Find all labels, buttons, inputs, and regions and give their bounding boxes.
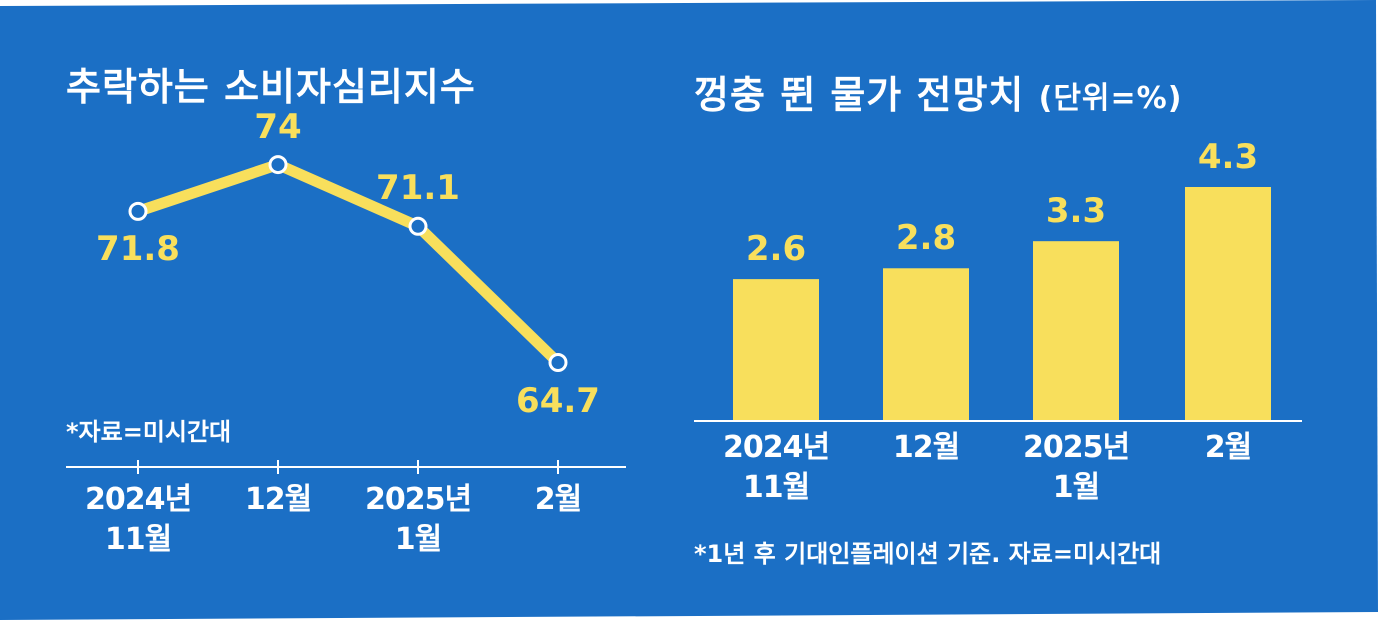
bar-x-label: 2월 xyxy=(1204,430,1252,465)
line-x-label: 12월 xyxy=(244,482,312,517)
bar-chart-unit: (단위=%) xyxy=(1038,81,1183,116)
line-point xyxy=(268,155,288,175)
bar-value-label: 2.8 xyxy=(895,218,957,259)
line-point xyxy=(548,353,568,373)
bar-value-label: 4.3 xyxy=(1197,137,1259,177)
line-value-label: 71.8 xyxy=(96,229,180,270)
bar-x-label: 2025년 1월 xyxy=(1022,430,1130,505)
bar-chart-source-note: *1년 후 기대인플레이션 기준. 자료=미시간대 xyxy=(694,540,1162,568)
bar-value-label: 3.3 xyxy=(1045,191,1107,232)
bar-value-label: 2.6 xyxy=(745,229,807,270)
line-value-label: 71.1 xyxy=(376,168,460,209)
bar-x-label: 12월 xyxy=(892,430,960,465)
line-value-label: 64.7 xyxy=(516,380,600,421)
bar-chart-title: 껑충 뛴 물가 전망치 xyxy=(694,73,1025,117)
bar-x-label: 2024년 11월 xyxy=(722,430,830,505)
bar xyxy=(1185,187,1271,420)
line-value-label: 74 xyxy=(254,106,302,147)
line-series xyxy=(132,159,564,369)
line-chart-source-note: *자료=미시간대 xyxy=(66,418,232,446)
line-x-label: 2025년 1월 xyxy=(364,482,472,557)
line-x-label: 2월 xyxy=(534,482,582,517)
line-chart-title: 추락하는 소비자심리지수 xyxy=(66,65,476,109)
line-x-label: 2024년 11월 xyxy=(84,482,192,557)
bar xyxy=(883,268,969,420)
bar xyxy=(733,279,819,420)
line-point xyxy=(128,201,148,221)
line-point xyxy=(408,216,428,236)
bar-chart-title-wrap: 껑충 뛴 물가 전망치 (단위=%) xyxy=(694,64,1182,119)
bar xyxy=(1033,241,1119,420)
